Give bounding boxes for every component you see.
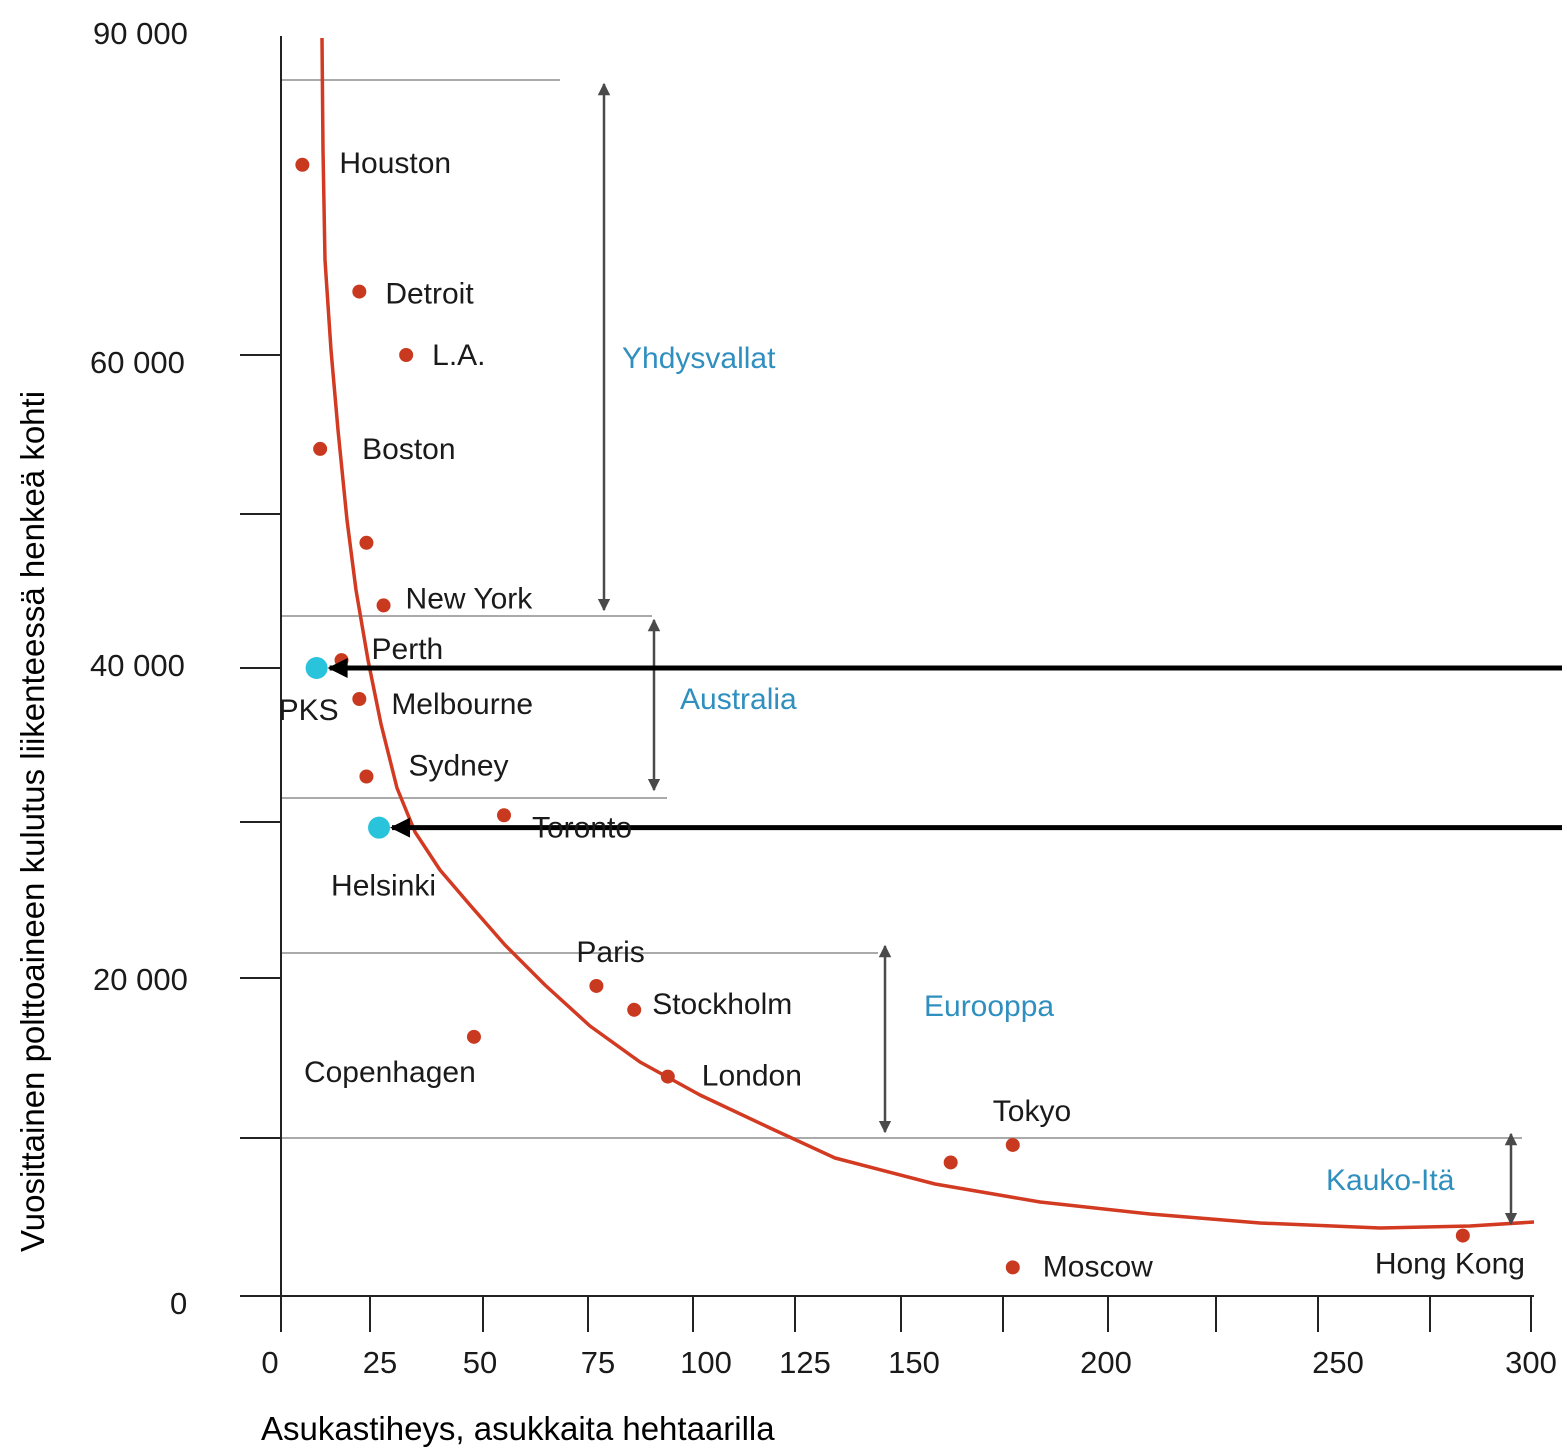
point-new-york bbox=[376, 598, 391, 613]
trend-curve bbox=[320, 37, 1535, 1230]
label-toronto: Toronto bbox=[532, 811, 632, 844]
label-moscow: Moscow bbox=[1043, 1250, 1153, 1283]
point-labels: Yhdysvallat Australia Eurooppa Kauko-Itä Hou… bbox=[279, 147, 1525, 1284]
x-tick-label: 75 bbox=[581, 1345, 615, 1380]
point-hong-kong bbox=[1455, 1228, 1470, 1243]
x-tick-label: 25 bbox=[363, 1345, 397, 1380]
x-tick-label: 250 bbox=[1312, 1345, 1364, 1380]
x-tick-label: 50 bbox=[463, 1345, 497, 1380]
label-tokyo: Tokyo bbox=[993, 1095, 1071, 1128]
y-tick-label: 0 bbox=[170, 1286, 187, 1321]
point-sydney bbox=[359, 769, 374, 784]
region-label-australia: Australia bbox=[680, 683, 797, 716]
point-perth bbox=[334, 653, 349, 668]
y-tick-label: 90 000 bbox=[93, 16, 188, 51]
label-new-york: New York bbox=[406, 582, 534, 615]
point-l-a bbox=[399, 348, 414, 362]
label-perth: Perth bbox=[372, 633, 444, 666]
y-tick-label: 60 000 bbox=[90, 345, 185, 380]
axes bbox=[252, 36, 1534, 1297]
point-moscow bbox=[1005, 1260, 1020, 1275]
region-label-yhdysvallat: Yhdysvallat bbox=[622, 342, 776, 375]
point-unlabeled bbox=[943, 1155, 958, 1170]
point-copenhagen bbox=[466, 1029, 481, 1044]
label-copenhagen: Copenhagen bbox=[304, 1056, 476, 1089]
region-label-kauko-it: Kauko-Itä bbox=[1326, 1164, 1455, 1197]
label-hong-kong: Hong Kong bbox=[1375, 1248, 1525, 1281]
region-label-eurooppa: Eurooppa bbox=[924, 990, 1054, 1023]
region-range-arrows bbox=[597, 82, 1518, 1226]
x-tick-label: 100 bbox=[680, 1345, 732, 1380]
point-boston bbox=[313, 441, 328, 456]
x-tick-label: 0 bbox=[261, 1345, 278, 1380]
highlight-point-helsinki bbox=[368, 816, 391, 839]
label-pks: PKS bbox=[279, 694, 339, 727]
y-tick-label: 40 000 bbox=[90, 648, 185, 683]
x-axis-title: Asukastiheys, asukkaita hehtaarilla bbox=[261, 1410, 775, 1447]
point-houston bbox=[295, 157, 310, 172]
label-helsinki: Helsinki bbox=[331, 870, 436, 903]
label-london: London bbox=[702, 1060, 802, 1093]
x-tick-label: 200 bbox=[1080, 1345, 1132, 1380]
x-tick-label: 150 bbox=[888, 1345, 940, 1380]
point-detroit bbox=[352, 284, 367, 299]
point-london bbox=[660, 1069, 675, 1084]
highlight-point-pks bbox=[305, 657, 328, 679]
point-melbourne bbox=[352, 692, 367, 706]
y-axis-title: Vuosittainen polttoaineen kulutus liiken… bbox=[14, 391, 51, 1252]
point-paris bbox=[589, 978, 604, 993]
label-melbourne: Melbourne bbox=[391, 688, 533, 721]
point-tokyo bbox=[1005, 1137, 1020, 1152]
label-houston: Houston bbox=[339, 147, 451, 180]
x-tick-label: 125 bbox=[779, 1345, 831, 1380]
point-stockholm bbox=[627, 1002, 642, 1017]
point-unlabeled bbox=[359, 535, 374, 550]
label-l-a: L.A. bbox=[432, 339, 485, 372]
label-stockholm: Stockholm bbox=[652, 988, 792, 1021]
ticks: 0 20 000 40 000 60 000 90 000 0 25 50 75 100 125 15… bbox=[90, 16, 1557, 1380]
point-toronto bbox=[497, 808, 511, 823]
x-tick-label: 300 bbox=[1505, 1345, 1557, 1380]
label-boston: Boston bbox=[362, 433, 455, 466]
region-guide-lines bbox=[281, 79, 1522, 1139]
label-detroit: Detroit bbox=[385, 278, 474, 311]
y-tick-label: 20 000 bbox=[93, 962, 188, 997]
trend-curve-group bbox=[320, 37, 1535, 1230]
pointer-arrows bbox=[327, 658, 1562, 838]
label-paris: Paris bbox=[576, 936, 644, 969]
label-sydney: Sydney bbox=[408, 750, 508, 783]
